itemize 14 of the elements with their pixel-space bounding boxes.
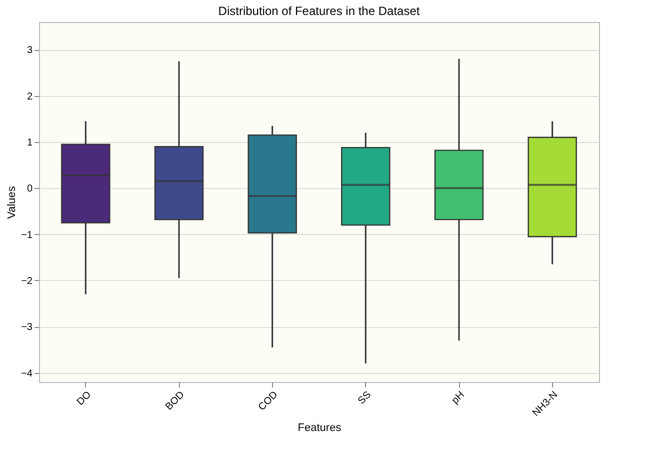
y-tick-label: 0 bbox=[26, 184, 33, 195]
y-tick-label: −1 bbox=[21, 230, 33, 241]
x-tick-label: DO bbox=[75, 389, 94, 408]
chart-title: Distribution of Features in the Dataset bbox=[218, 4, 420, 18]
y-tick-label: 3 bbox=[26, 45, 33, 56]
x-tick-label: SS bbox=[356, 389, 374, 407]
y-axis-title: Values bbox=[6, 186, 18, 219]
y-tick-label: 1 bbox=[26, 138, 33, 148]
y-tick-label: 2 bbox=[26, 91, 33, 102]
x-tick-label: pH bbox=[450, 390, 467, 406]
y-tick-label: −3 bbox=[21, 322, 33, 334]
y-tick-label: −4 bbox=[21, 368, 33, 380]
y-tick-label: −2 bbox=[21, 276, 33, 287]
x-axis-title: Features bbox=[298, 422, 342, 434]
